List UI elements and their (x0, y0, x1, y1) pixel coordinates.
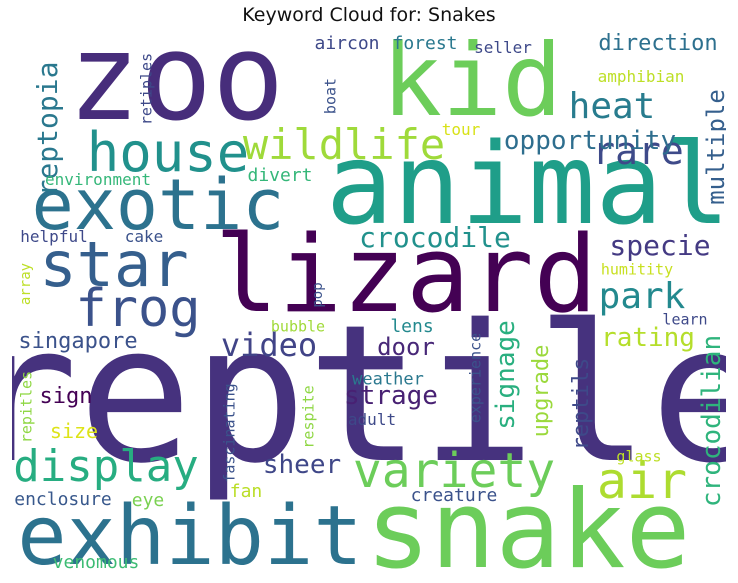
word-house: house (86, 121, 250, 184)
word-heat: heat (568, 86, 656, 127)
word-lizard: lizard (214, 213, 598, 336)
word-repitles: repitles (17, 370, 36, 444)
word-frog: frog (75, 279, 201, 339)
word-reptile: reptile (12, 284, 726, 505)
word-upgrade: upgrade (529, 344, 554, 438)
word-divert: divert (247, 165, 313, 186)
word-star: star (39, 228, 189, 301)
word-creature: creature (410, 485, 498, 506)
word-crocodile: crocodile (359, 221, 511, 254)
word-display: display (13, 441, 199, 492)
word-video: video (220, 326, 318, 364)
word-air: air (596, 452, 688, 510)
word-rare: rare (592, 129, 684, 173)
word-opportunity: opportunity (503, 126, 677, 156)
word-learn: learn (662, 310, 708, 329)
word-park: park (598, 276, 686, 317)
word-tour: tour (441, 120, 481, 139)
word-snake: snake (365, 468, 691, 578)
word-retiples: retiples (137, 52, 156, 126)
word-fascinating: fascinating (220, 383, 239, 483)
word-cloud: reptile snake animal lizard zoo kid exhibit exo… (12, 33, 726, 577)
word-respite: respite (299, 385, 318, 449)
word-seller: seller (474, 38, 532, 57)
word-array: array (18, 262, 34, 306)
word-fan: fan (229, 481, 263, 502)
word-crocodilian: crocodilian (697, 334, 726, 508)
chart-title: Keyword Cloud for: Snakes (242, 4, 496, 26)
word-wildlife: wildlife (242, 120, 446, 169)
word-forest: forest (392, 33, 458, 54)
word-pop: pop (310, 282, 326, 308)
word-weather: weather (352, 369, 424, 390)
word-experience: experience (466, 332, 485, 424)
word-signage: signage (491, 320, 521, 430)
word-venomous: venomous (52, 552, 140, 573)
word-cake: cake (124, 227, 164, 246)
word-sign: sign (39, 384, 93, 409)
word-singapore: singapore (18, 329, 138, 354)
word-strage: strage (344, 381, 438, 411)
word-lens: lens (390, 316, 434, 337)
word-boat: boat (321, 77, 340, 115)
word-size: size (49, 419, 99, 443)
word-specie: specie (609, 229, 711, 262)
word-rating: rating (601, 323, 695, 353)
word-helpful: helpful (20, 227, 88, 246)
word-bubble: bubble (270, 317, 326, 336)
word-enclosure: enclosure (14, 489, 112, 510)
word-reptils: reptils (569, 357, 594, 451)
word-kid: kid (381, 33, 563, 139)
word-environment: environment (45, 170, 151, 189)
word-variety: variety (352, 443, 556, 499)
word-amphibian: amphibian (597, 67, 685, 86)
word-animal: animal (325, 120, 726, 250)
word-door: door (377, 333, 435, 361)
word-direction: direction (598, 33, 718, 56)
word-eye: eye (131, 490, 165, 511)
word-exotic: exotic (31, 164, 285, 246)
word-adult: adult (347, 410, 397, 429)
word-humitity: humitity (600, 260, 674, 279)
word-exhibit: exhibit (17, 489, 363, 578)
word-zoo: zoo (67, 33, 285, 148)
word-multiple: multiple (702, 89, 726, 205)
word-aircon: aircon (314, 33, 380, 54)
word-glass: glass (616, 447, 662, 466)
word-sheer: sheer (262, 450, 342, 480)
